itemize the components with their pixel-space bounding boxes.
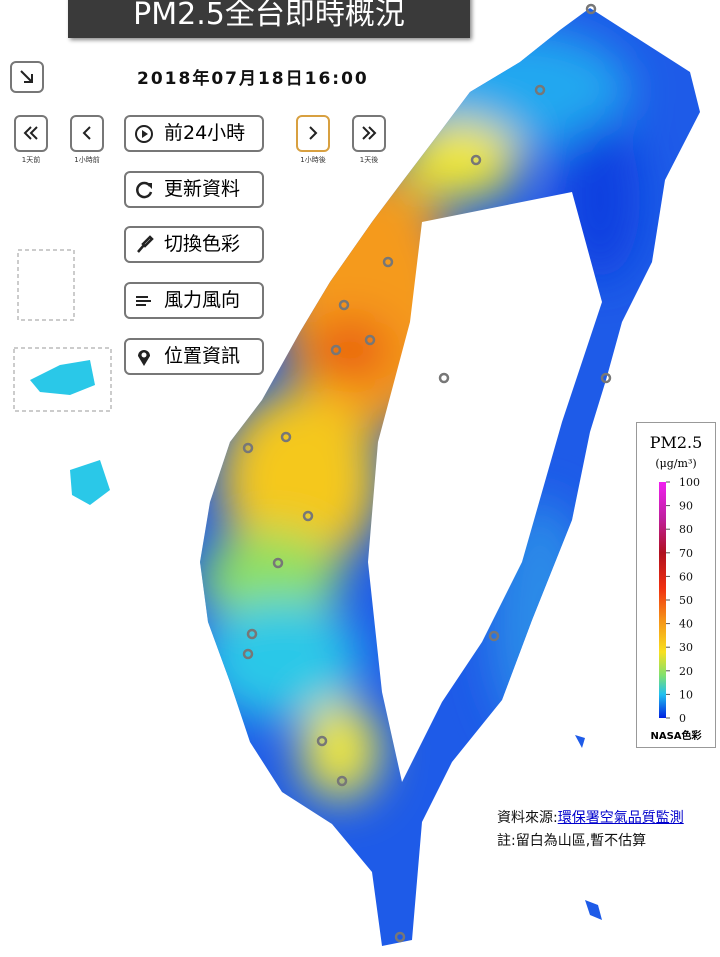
source-label: 資料來源: xyxy=(497,810,558,826)
tick-label: 40 xyxy=(679,618,693,631)
note: 註:留白為山區,暫不估算 xyxy=(497,833,647,849)
next-day-button[interactable] xyxy=(352,115,386,152)
legend-title: PM2.5 xyxy=(649,433,703,452)
prev-hour-button[interactable] xyxy=(70,115,104,152)
nav-label: 1小時後 xyxy=(300,156,326,164)
nav-label: 1小時前 xyxy=(74,156,100,164)
location-button[interactable]: 位置資訊 xyxy=(124,338,264,375)
next-hour-button[interactable] xyxy=(296,115,330,152)
tick-label: 0 xyxy=(679,712,686,725)
tick-label: 20 xyxy=(679,665,693,678)
button-label: 更新資料 xyxy=(164,178,241,200)
color-button[interactable]: 切換色彩 xyxy=(124,226,264,263)
tick-label: 90 xyxy=(679,500,693,513)
play-button[interactable]: 前24小時 xyxy=(124,115,264,152)
prev-day-button[interactable] xyxy=(14,115,48,152)
source: 資料來源:環保署空氣品質監測 xyxy=(497,807,684,827)
tick-label: 10 xyxy=(679,688,693,701)
tick-label: 80 xyxy=(679,523,693,536)
button-label: 風力風向 xyxy=(164,289,241,311)
source-link[interactable]: 環保署空氣品質監測 xyxy=(557,810,684,826)
tick-label: 70 xyxy=(679,547,693,560)
nav-label: 1天後 xyxy=(359,156,379,164)
refresh-button[interactable]: 更新資料 xyxy=(124,171,264,208)
tick-label: 100 xyxy=(679,476,700,489)
title: PM2.5全台即時概況 xyxy=(68,0,470,38)
legend: PM2.5 (μg/m³) 100 90 80 70 60 50 40 30 20 10 0 NAS… xyxy=(636,422,716,748)
button-label: 位置資訊 xyxy=(164,345,241,367)
wind-button[interactable]: 風力風向 xyxy=(124,282,264,319)
button-label: 切換色彩 xyxy=(164,233,241,255)
datetime: 2018年07月18日16:00 xyxy=(137,69,369,89)
legend-scheme: NASA色彩 xyxy=(650,731,702,742)
collapse-button[interactable] xyxy=(10,61,44,93)
tick-label: 60 xyxy=(679,570,693,583)
tick-label: 50 xyxy=(679,594,693,607)
colorbar-ramp xyxy=(659,482,666,718)
legend-unit: (μg/m³) xyxy=(655,457,697,470)
nav-label: 1天前 xyxy=(21,156,41,164)
button-label: 前24小時 xyxy=(164,122,246,144)
tick-label: 30 xyxy=(679,641,693,654)
